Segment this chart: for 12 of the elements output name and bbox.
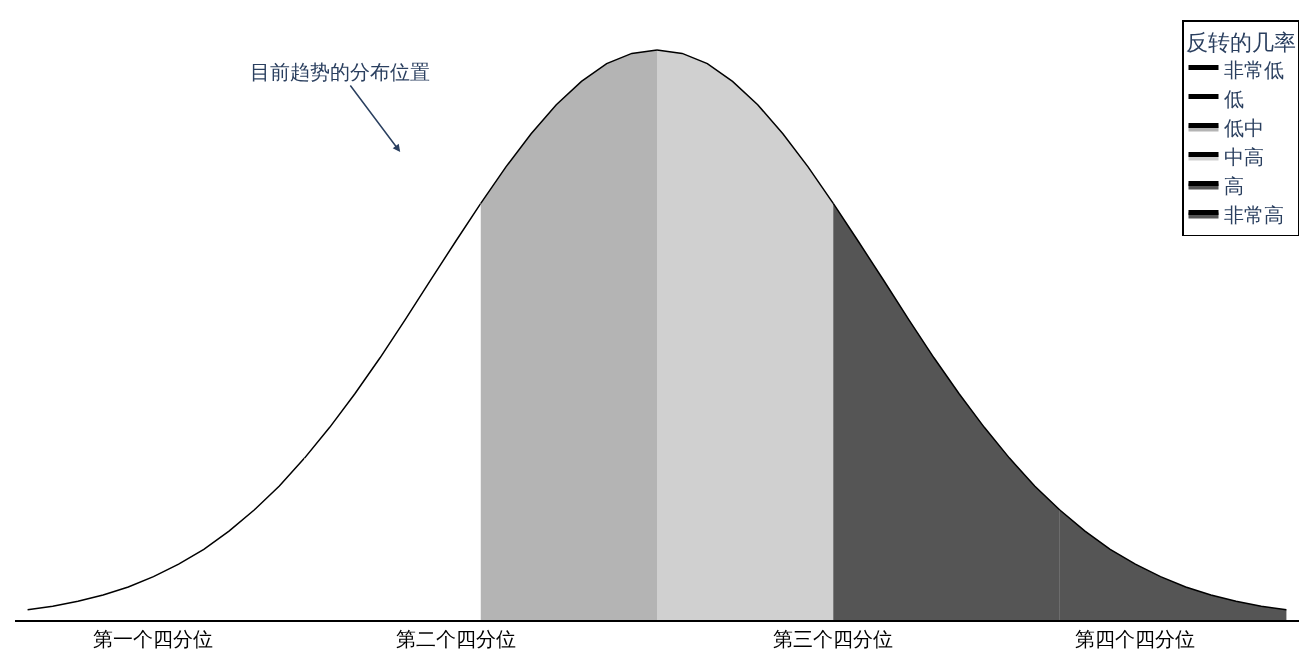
x-tick-label: 第二个四分位 bbox=[395, 627, 516, 651]
x-tick-label: 第一个四分位 bbox=[93, 627, 214, 651]
legend-label: 低中 bbox=[1223, 116, 1264, 141]
legend-title: 反转的几率 bbox=[1185, 30, 1296, 56]
x-tick-label: 第三个四分位 bbox=[773, 627, 894, 651]
legend-label: 非常低 bbox=[1223, 58, 1284, 83]
x-tick-label: 第四个四分位 bbox=[1075, 627, 1196, 651]
legend-label: 非常高 bbox=[1223, 203, 1284, 228]
legend-label: 低 bbox=[1223, 87, 1244, 112]
legend-label: 高 bbox=[1223, 174, 1244, 199]
annotation: 目前趋势的分布位置 bbox=[250, 60, 430, 84]
legend-label: 中高 bbox=[1223, 145, 1264, 170]
